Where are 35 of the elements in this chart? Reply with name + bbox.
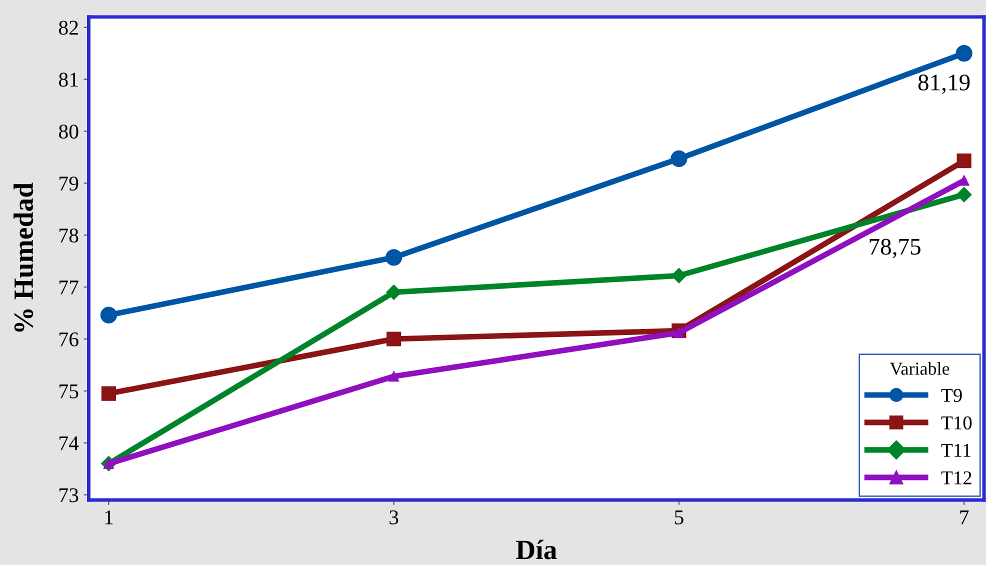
y-tick-label: 78 <box>60 228 78 243</box>
y-tick-label: 79 <box>60 176 78 191</box>
point <box>956 187 972 202</box>
y-tick-label: 77 <box>60 280 78 294</box>
point <box>956 44 972 62</box>
x-tick-label: 7 <box>960 510 969 524</box>
y-tick-label: 82 <box>58 20 78 35</box>
legend-title: Variable <box>890 362 950 375</box>
y-tick-label: 75 <box>60 384 78 398</box>
point <box>958 175 970 186</box>
y-tick-label: 76 <box>60 332 78 346</box>
point <box>386 284 402 300</box>
legend-label: T10 <box>941 416 972 430</box>
point <box>386 332 402 346</box>
legend-label: T9 <box>941 388 962 402</box>
legend-label: T12 <box>941 471 972 484</box>
point <box>671 268 687 284</box>
point <box>670 150 688 168</box>
y-tick-label: 73 <box>60 488 78 502</box>
point <box>385 249 402 266</box>
x-tick-label: 1 <box>105 510 113 524</box>
x-axis-title: Día <box>516 540 557 560</box>
y-tick-label: 80 <box>58 124 78 139</box>
point <box>388 371 400 382</box>
x-tick-label: 3 <box>390 510 398 524</box>
annotation: 81,19 <box>918 74 970 94</box>
point <box>101 386 116 401</box>
y-tick-label: 74 <box>60 436 79 450</box>
y-axis-title: % Humedad <box>14 182 34 332</box>
point <box>956 154 972 168</box>
annotation: 78,75 <box>870 238 920 258</box>
legend-label: T11 <box>941 444 970 457</box>
point <box>100 306 118 324</box>
x-tick-label: 5 <box>674 510 684 524</box>
y-tick-label: 81 <box>58 72 78 87</box>
